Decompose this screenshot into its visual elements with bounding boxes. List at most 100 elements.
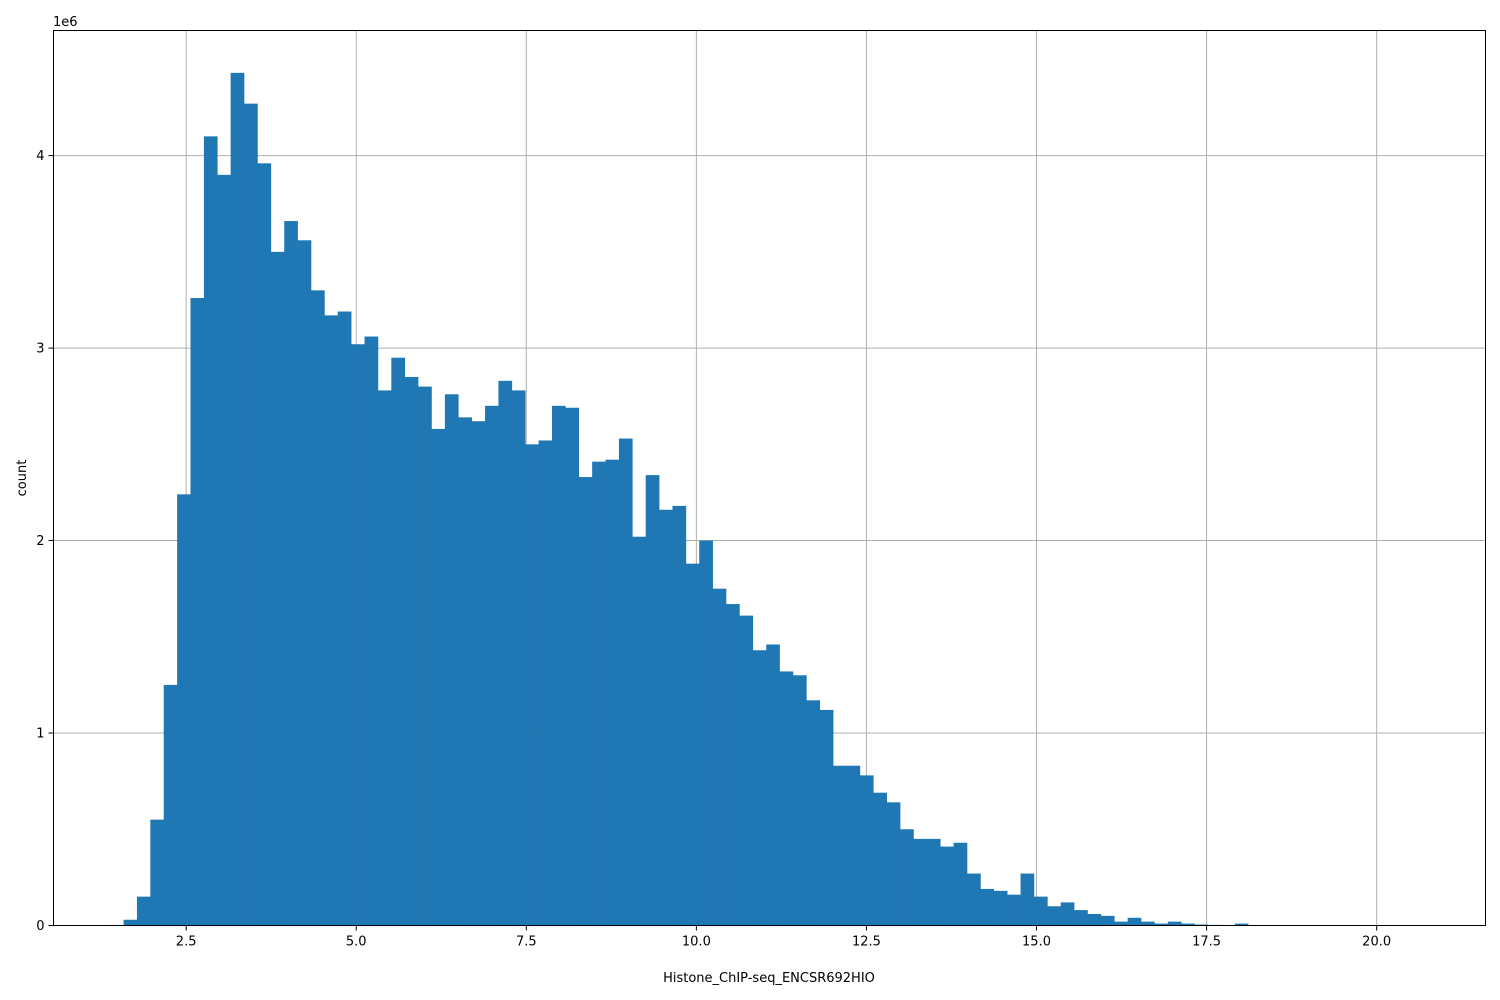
histogram-bar bbox=[779, 671, 794, 926]
histogram-bar bbox=[980, 888, 995, 926]
histogram-bar bbox=[324, 315, 339, 926]
histogram-bar bbox=[150, 819, 165, 926]
histogram-bar bbox=[538, 440, 553, 926]
y-tick-label: 1 bbox=[36, 727, 44, 742]
histogram-bar bbox=[284, 221, 298, 926]
x-tick-label: 12.5 bbox=[852, 935, 881, 950]
histogram-bar bbox=[123, 919, 138, 926]
histogram-bar bbox=[712, 588, 727, 926]
histogram-bar bbox=[364, 336, 379, 926]
y-axis-label: count bbox=[15, 460, 30, 497]
ticks-layer: 2.5 5.0 7.5 10.0 12.5 15.0 17.5 20.0 0 1 2 3 4 bbox=[36, 149, 1391, 949]
histogram-bar bbox=[833, 765, 847, 926]
histogram-bar bbox=[605, 459, 620, 926]
y-tick-label: 2 bbox=[36, 534, 44, 549]
histogram-bar bbox=[297, 240, 312, 926]
histogram-bar bbox=[1007, 894, 1021, 926]
y-tick-label: 0 bbox=[36, 919, 44, 934]
histogram-bar bbox=[859, 775, 874, 926]
histogram-bar bbox=[337, 311, 352, 926]
x-tick-label: 10.0 bbox=[682, 935, 711, 950]
histogram-bar bbox=[551, 405, 566, 926]
y-offset-label: 1e6 bbox=[53, 15, 78, 30]
histogram-bar bbox=[1020, 873, 1035, 926]
histogram-bar bbox=[244, 103, 258, 926]
plot-frame bbox=[53, 30, 1486, 926]
y-tick-label: 3 bbox=[36, 342, 44, 357]
x-tick-label: 15.0 bbox=[1022, 935, 1051, 950]
histogram-bar bbox=[953, 842, 968, 926]
histogram-bar bbox=[846, 765, 861, 926]
histogram-bar bbox=[672, 505, 687, 926]
histogram-bar bbox=[1074, 910, 1088, 926]
histogram-bar bbox=[418, 386, 432, 926]
histogram-bar bbox=[913, 838, 928, 926]
histogram-bar bbox=[498, 380, 513, 926]
histogram-bar bbox=[592, 461, 606, 926]
histogram-bar bbox=[792, 675, 807, 926]
histogram-bar bbox=[471, 421, 486, 926]
histogram-bar bbox=[1234, 923, 1249, 926]
histogram-bar bbox=[752, 650, 767, 926]
histogram-bar bbox=[565, 407, 580, 926]
histogram-bar bbox=[873, 792, 887, 926]
histogram-bar bbox=[351, 344, 365, 926]
histogram-bar bbox=[819, 709, 834, 926]
x-tick-label: 2.5 bbox=[176, 935, 197, 950]
x-tick-label: 7.5 bbox=[516, 935, 537, 950]
histogram-bar bbox=[203, 136, 218, 926]
histogram-bar bbox=[485, 405, 499, 926]
histogram-bar bbox=[993, 890, 1008, 926]
histogram-bar bbox=[377, 390, 392, 926]
x-axis-label: Histone_ChIP-seq_ENCSR692HIO bbox=[663, 971, 875, 986]
x-tick-label: 5.0 bbox=[346, 935, 367, 950]
histogram-bar bbox=[806, 700, 821, 926]
histogram-bar bbox=[578, 477, 593, 926]
histogram-bar bbox=[1033, 896, 1048, 926]
histogram-bar bbox=[632, 536, 647, 926]
histogram-bar bbox=[525, 444, 539, 926]
histogram-bar bbox=[1087, 913, 1102, 926]
histogram-bar bbox=[685, 563, 700, 926]
histogram-bar bbox=[217, 174, 231, 926]
histogram-bar bbox=[618, 438, 633, 926]
histogram-bar bbox=[900, 829, 914, 926]
histogram-bar bbox=[1181, 923, 1195, 926]
histogram-bar bbox=[699, 540, 713, 926]
histogram-bar bbox=[163, 684, 178, 926]
histogram-bar bbox=[404, 376, 419, 926]
histogram-bar bbox=[940, 846, 954, 926]
histogram-bar bbox=[257, 163, 272, 926]
histogram-bar bbox=[1060, 902, 1075, 926]
histogram-bar bbox=[136, 896, 151, 926]
histogram-bar bbox=[177, 494, 191, 926]
histogram-bar bbox=[1167, 921, 1182, 926]
histogram-bar bbox=[511, 390, 526, 926]
histogram-bar bbox=[1154, 923, 1169, 926]
histogram-bar bbox=[1100, 915, 1115, 926]
bars-layer bbox=[123, 72, 1463, 926]
histogram-bar bbox=[926, 838, 941, 926]
histogram-bar bbox=[431, 428, 446, 926]
histogram-bar bbox=[766, 644, 780, 926]
histogram-bar bbox=[739, 615, 754, 926]
histogram-bar bbox=[270, 251, 285, 926]
y-tick-label: 4 bbox=[36, 149, 44, 164]
histogram-bar bbox=[1047, 906, 1062, 926]
histogram-bar bbox=[190, 298, 205, 926]
histogram-bar bbox=[1114, 921, 1128, 926]
histogram-bar bbox=[391, 357, 406, 926]
histogram-bar bbox=[1127, 917, 1142, 926]
histogram-bar bbox=[458, 417, 472, 926]
histogram-bar bbox=[886, 802, 901, 926]
histogram-bar bbox=[645, 475, 660, 926]
histogram-bar bbox=[444, 394, 459, 926]
histogram-bar bbox=[230, 72, 245, 926]
histogram-bar bbox=[659, 509, 673, 926]
histogram-bar bbox=[1141, 921, 1155, 926]
histogram-bar bbox=[726, 604, 740, 926]
x-tick-label: 20.0 bbox=[1362, 935, 1391, 950]
x-tick-label: 17.5 bbox=[1192, 935, 1221, 950]
histogram-bar bbox=[967, 873, 981, 926]
